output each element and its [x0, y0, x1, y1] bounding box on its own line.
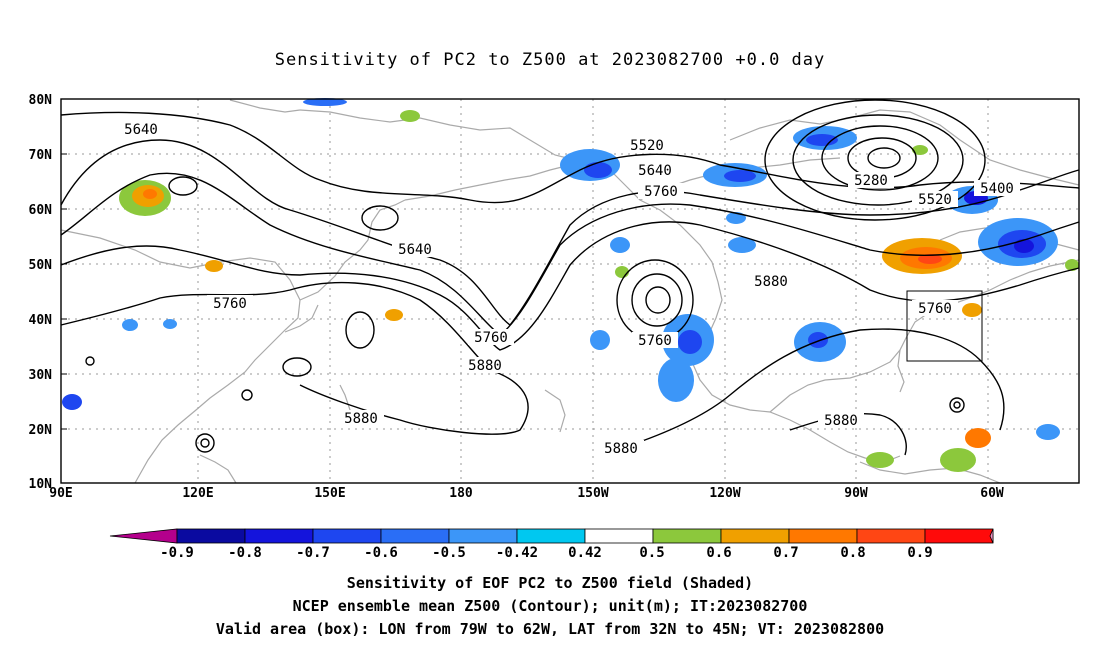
contour-label: 5520 [630, 138, 664, 154]
colorbar-label: 0.6 [706, 545, 731, 561]
lat-label: 10N [29, 477, 53, 492]
lat-label: 50N [29, 258, 53, 273]
lat-labels: 80N 70N 60N 50N 40N 30N 20N 10N [29, 93, 53, 492]
lat-label: 60N [29, 203, 53, 218]
gridlines [61, 99, 1079, 483]
contour-label: 5760 [474, 330, 508, 346]
lat-label: 20N [29, 423, 53, 438]
contour-label: 5880 [344, 411, 378, 427]
colorbar-segment [244, 528, 314, 544]
lat-label: 80N [29, 93, 53, 108]
lon-label: 120W [709, 486, 740, 501]
caption-line-1: Sensitivity of EOF PC2 to Z500 field (Sh… [346, 574, 754, 592]
colorbar-label: -0.5 [432, 545, 466, 561]
lat-label: 30N [29, 368, 53, 383]
lon-label: 120E [182, 486, 213, 501]
colorbar-segment [312, 528, 382, 544]
valid-area-box [906, 290, 983, 362]
lon-label: 60W [980, 486, 1004, 501]
colorbar-label: -0.42 [496, 545, 538, 561]
lon-label: 150W [577, 486, 608, 501]
colorbar-label: -0.8 [228, 545, 262, 561]
colorbar-label: -0.7 [296, 545, 330, 561]
shaded-patches [62, 98, 1079, 472]
contour-label: 5640 [638, 163, 672, 179]
contour-label: 5880 [604, 441, 638, 457]
colorbar-label: 0.5 [639, 545, 664, 561]
contour-labels: 5640 5640 5760 5520 5640 5760 5760 5760 … [120, 121, 1020, 457]
colorbar-arrow-high [989, 528, 994, 544]
colorbar-label: 0.8 [840, 545, 865, 561]
caption-line-2: NCEP ensemble mean Z500 (Contour); unit(… [292, 597, 808, 615]
z500-contours [60, 99, 1080, 456]
colorbar-label: 0.7 [773, 545, 798, 561]
colorbar [109, 528, 994, 544]
lat-label: 40N [29, 313, 53, 328]
lon-labels: 90E 120E 150E 180 150W 120W 90W 60W [49, 486, 1004, 501]
colorbar-segment [856, 528, 926, 544]
colorbar-labels: -0.9 -0.8 -0.7 -0.6 -0.5 -0.42 0.42 0.5 … [160, 545, 933, 561]
lon-label: 90W [844, 486, 868, 501]
contour-label: 5280 [854, 173, 888, 189]
lon-label: 150E [314, 486, 345, 501]
contour-label: 5640 [398, 242, 432, 258]
contour-label: 5400 [980, 181, 1014, 197]
contour-label: 5640 [124, 122, 158, 138]
colorbar-segment [448, 528, 518, 544]
colorbar-segment [720, 528, 790, 544]
colorbar-segment [516, 528, 586, 544]
colorbar-arrow-low [109, 528, 178, 544]
lat-label: 70N [29, 148, 53, 163]
contour-label: 5520 [918, 192, 952, 208]
contour-label: 5760 [213, 296, 247, 312]
contour-label: 5880 [468, 358, 502, 374]
lon-label: 180 [449, 486, 473, 501]
contour-label: 5880 [754, 274, 788, 290]
colorbar-label: -0.9 [160, 545, 194, 561]
contour-label: 5760 [644, 184, 678, 200]
colorbar-segment [652, 528, 722, 544]
contour-label: 5880 [824, 413, 858, 429]
colorbar-label: 0.9 [907, 545, 932, 561]
contour-label: 5760 [638, 333, 672, 349]
colorbar-segment [924, 528, 994, 544]
lat-ticks [61, 98, 67, 430]
colorbar-segment [380, 528, 450, 544]
map-frame [60, 98, 1080, 484]
lon-label: 90E [49, 486, 72, 501]
colorbar-segment [176, 528, 246, 544]
contour-label: 5760 [918, 301, 952, 317]
map-title: Sensitivity of PC2 to Z500 at 2023082700… [274, 50, 826, 70]
caption-line-3: Valid area (box): LON from 79W to 62W, L… [215, 620, 885, 638]
colorbar-segment [788, 528, 858, 544]
colorbar-segment [584, 528, 654, 544]
colorbar-label: 0.42 [568, 545, 602, 561]
colorbar-label: -0.6 [364, 545, 398, 561]
